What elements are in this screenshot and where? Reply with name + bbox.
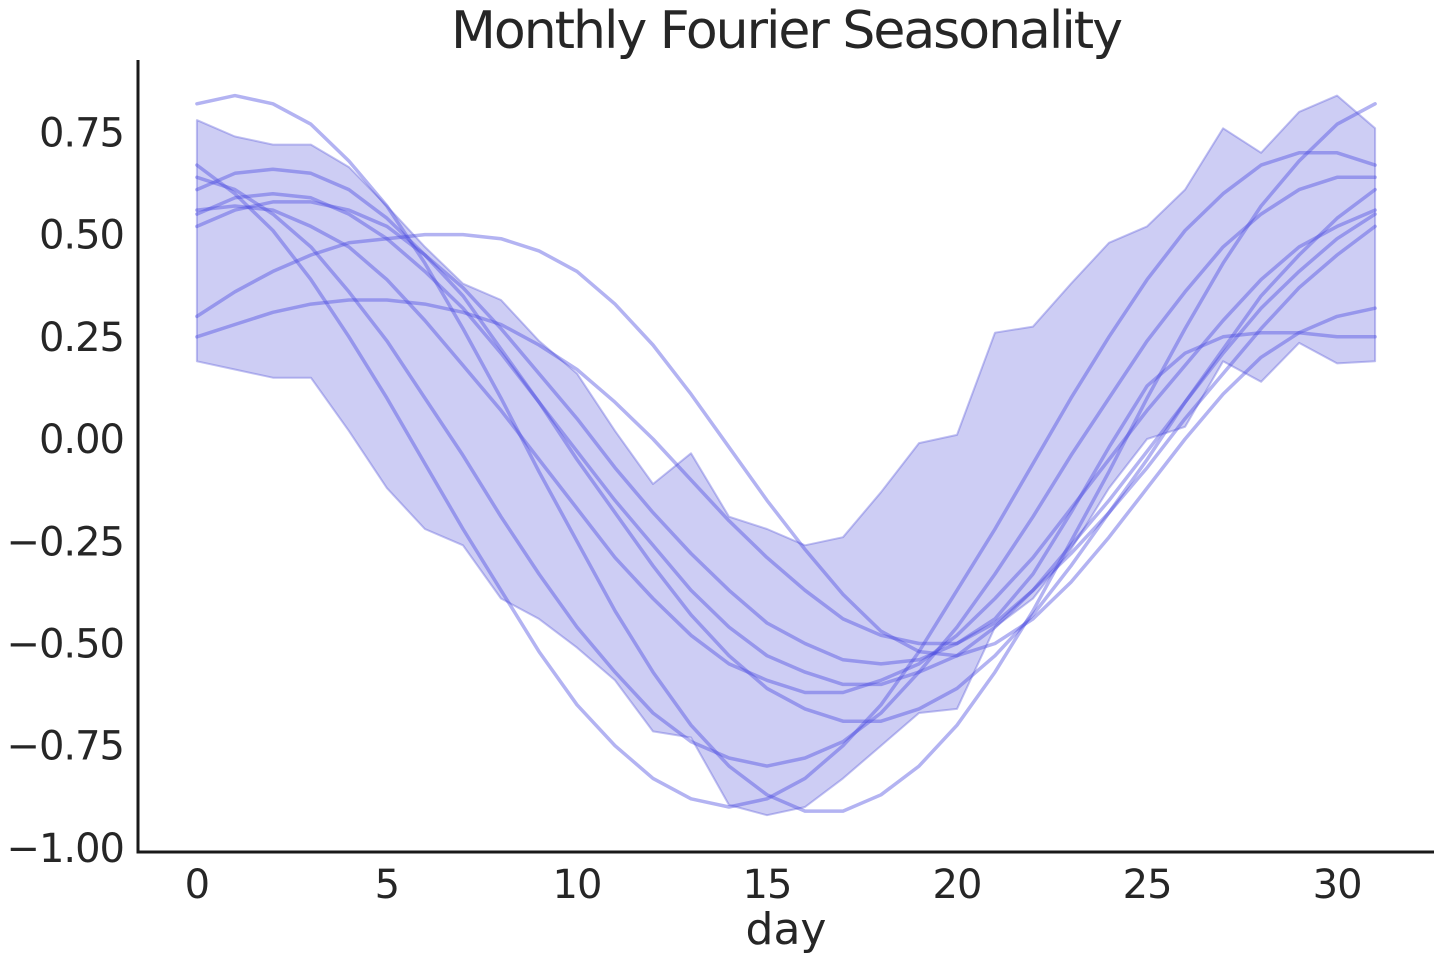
chart-title: Monthly Fourier Seasonality <box>451 1 1122 61</box>
sample-6-line <box>195 191 1377 687</box>
x-tick-label: 15 <box>743 862 792 908</box>
y-tick-label: 0.00 <box>39 417 124 463</box>
x-tick-label: 30 <box>1313 862 1362 908</box>
y-tick-label: −0.25 <box>6 519 124 565</box>
x-tick-label: 10 <box>553 862 602 908</box>
x-tick-labels: 0 5 10 15 20 25 30 <box>185 862 1363 908</box>
x-tick-label: 0 <box>185 862 209 908</box>
x-tick-label: 25 <box>1123 862 1172 908</box>
sample-7-line <box>195 200 1377 666</box>
x-axis-label: day <box>746 904 827 955</box>
x-tick-label: 20 <box>933 862 982 908</box>
y-tick-labels: 0.75 0.50 0.25 0.00 −0.25 −0.50 −0.75 −1.00 <box>6 110 125 872</box>
sample-4-line <box>195 167 1377 723</box>
x-tick-label: 5 <box>375 862 399 908</box>
uncertainty-band-group <box>195 94 1377 817</box>
sample-5-line <box>195 204 1377 695</box>
axes-group <box>136 60 1434 854</box>
y-tick-label: −0.75 <box>6 724 124 770</box>
y-tick-label: 0.75 <box>39 110 124 156</box>
sample-1-line <box>195 93 1377 813</box>
y-tick-label: 0.50 <box>39 213 124 259</box>
sample-lines-group <box>195 93 1377 813</box>
sample-3-line <box>195 175 1377 768</box>
sample-8-line <box>195 232 1377 658</box>
y-tick-label: −0.50 <box>6 622 124 668</box>
sample-9-line <box>195 298 1377 646</box>
y-tick-label: −1.00 <box>6 826 124 872</box>
uncertainty-band <box>195 94 1377 817</box>
y-tick-label: 0.25 <box>39 315 124 361</box>
sample-2-line <box>195 151 1377 809</box>
